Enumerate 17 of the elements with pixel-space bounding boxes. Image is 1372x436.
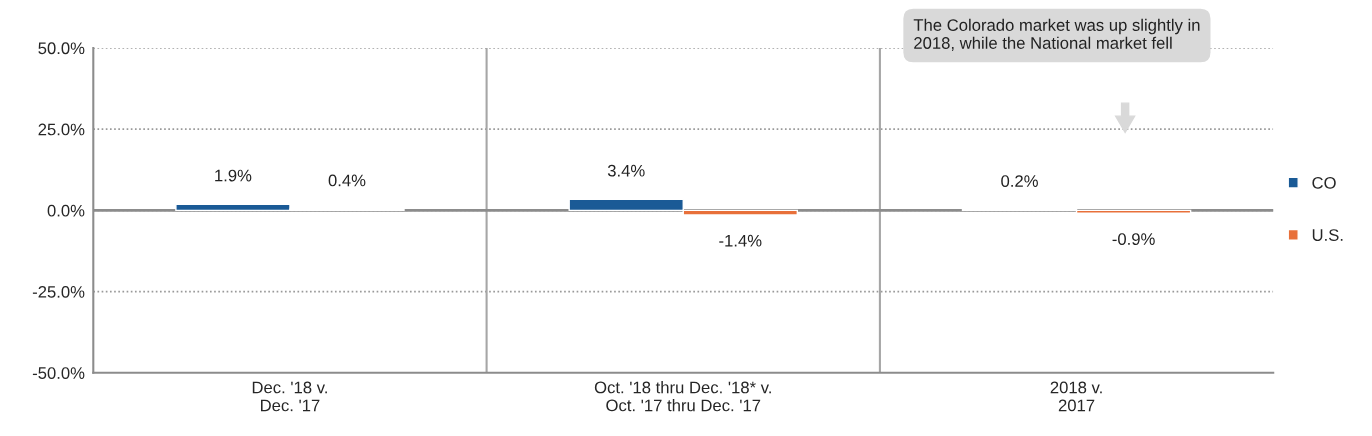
- x-tick-label: Dec. '18 v. Dec. '17: [252, 381, 327, 412]
- y-tick-label: -25.0%: [32, 285, 85, 298]
- data-label: -0.9%: [1112, 233, 1155, 245]
- y-tick-label: 0.0%: [47, 204, 85, 217]
- y-tick-label: 50.0%: [38, 42, 85, 55]
- x-tick-label: Oct. '18 thru Dec. '18* v. Oct. '17 thru Dec. '17: [594, 381, 771, 412]
- y-tick-label: 25.0%: [38, 123, 85, 136]
- x-tick-label: 2018 v. 2017: [1050, 381, 1102, 412]
- data-label: 0.2%: [1001, 175, 1038, 187]
- legend-label: U.S.: [1312, 229, 1343, 241]
- data-label: 1.9%: [215, 169, 252, 182]
- legend-label: CO: [1312, 176, 1336, 189]
- y-tick-label: -50.0%: [32, 367, 85, 379]
- data-label: 0.4%: [328, 174, 366, 187]
- annotation: The Colorado market was up slightly in 2018, while the National market fell: [913, 18, 1200, 51]
- data-label: -1.4%: [719, 234, 762, 247]
- data-label: 3.4%: [607, 164, 645, 177]
